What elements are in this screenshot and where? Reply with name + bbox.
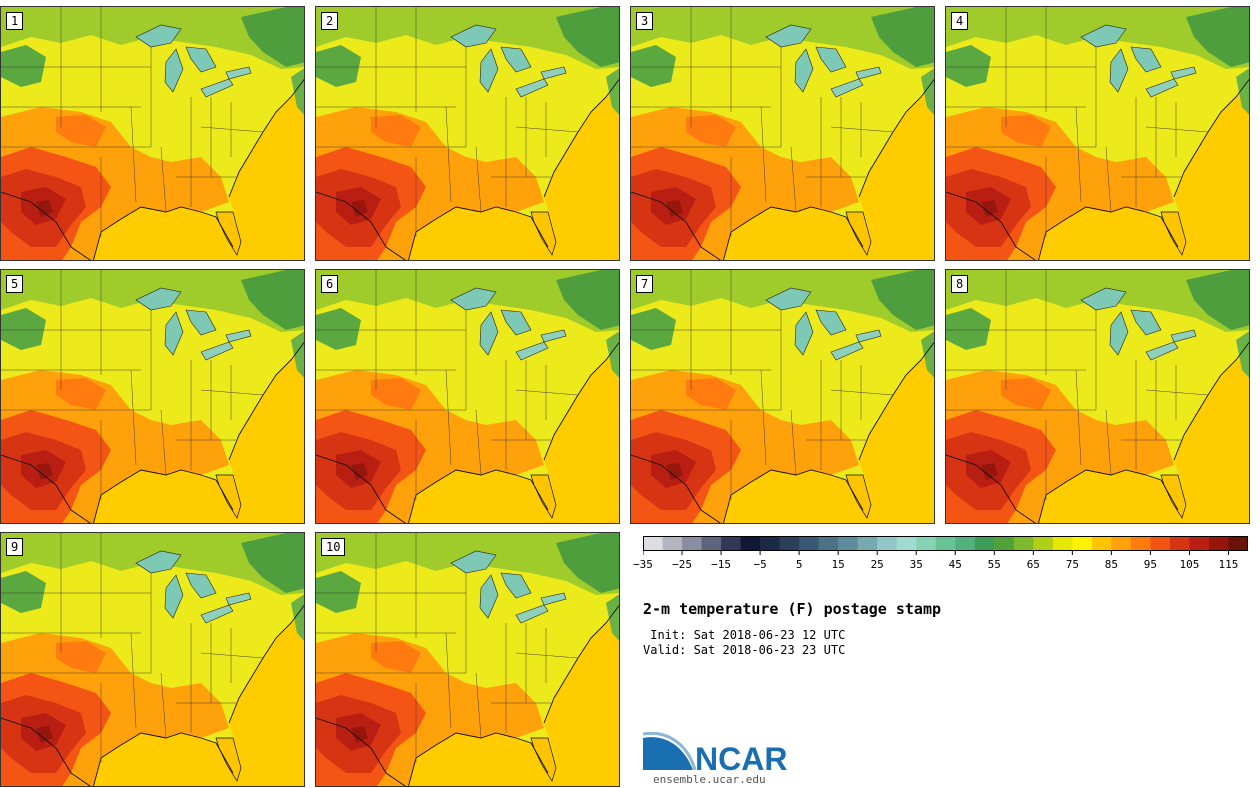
member-panel: 1 (0, 6, 305, 261)
member-number: 8 (951, 275, 969, 293)
colorbar-swatch (721, 536, 742, 551)
ncar-logo: NCAR (643, 732, 787, 774)
colorbar-swatch (974, 536, 995, 551)
colorbar-swatch (1130, 536, 1151, 551)
member-number: 5 (6, 275, 24, 293)
temperature-map (316, 270, 620, 524)
colorbar-tick-label: 85 (1104, 558, 1118, 571)
member-panel: 2 (315, 6, 620, 261)
temperature-map (316, 7, 620, 261)
colorbar-swatch (1072, 536, 1093, 551)
colorbar-tick-label: 55 (987, 558, 1001, 571)
temperature-map (946, 7, 1250, 261)
member-panel: 6 (315, 269, 620, 524)
colorbar-swatch (779, 536, 800, 551)
temperature-map (631, 270, 935, 524)
colorbar-swatch (896, 536, 917, 551)
logo-url: ensemble.ucar.edu (653, 773, 766, 786)
member-number: 6 (321, 275, 339, 293)
colorbar-swatch (916, 536, 937, 551)
member-panel: 5 (0, 269, 305, 524)
colorbar-swatch (740, 536, 761, 551)
colorbar-tick-label: 115 (1218, 558, 1239, 571)
colorbar-swatch (799, 536, 820, 551)
colorbar-swatch (1208, 536, 1229, 551)
temperature-map (946, 270, 1250, 524)
init-time: Init: Sat 2018-06-23 12 UTC (643, 628, 846, 642)
colorbar-tick-label: 105 (1179, 558, 1200, 571)
colorbar-swatch (838, 536, 859, 551)
colorbar-swatch (1150, 536, 1171, 551)
colorbar-swatch (935, 536, 956, 551)
colorbar-swatch (818, 536, 839, 551)
colorbar-tick-label: −35 (633, 558, 653, 571)
colorbar-tick-label: 45 (948, 558, 962, 571)
colorbar-swatch (760, 536, 781, 551)
colorbar-swatch (1033, 536, 1054, 551)
temperature-map (316, 533, 620, 787)
member-panel: 4 (945, 6, 1250, 261)
colorbar-swatch (1169, 536, 1190, 551)
colorbar-tick-label: 25 (870, 558, 884, 571)
member-panel: 9 (0, 532, 305, 787)
logo-wordmark: NCAR (695, 741, 787, 774)
colorbar-tick-label: 75 (1065, 558, 1079, 571)
member-panel: 10 (315, 532, 620, 787)
colorbar-swatch (955, 536, 976, 551)
member-number: 7 (636, 275, 654, 293)
temperature-map (631, 7, 935, 261)
colorbar-tick-label: −15 (711, 558, 731, 571)
colorbar-swatch (1228, 536, 1248, 551)
colorbar-tick-label: 35 (909, 558, 923, 571)
colorbar-swatch (1189, 536, 1210, 551)
colorbar-border (643, 536, 1248, 551)
colorbar-tick-label: 65 (1026, 558, 1040, 571)
colorbar-swatch (662, 536, 683, 551)
member-panel: 7 (630, 269, 935, 524)
colorbar-swatch (877, 536, 898, 551)
temperature-map (1, 7, 305, 261)
colorbar-tick-label: −5 (753, 558, 767, 571)
colorbar-swatch (994, 536, 1015, 551)
member-number: 9 (6, 538, 24, 556)
plot-title: 2-m temperature (F) postage stamp (643, 600, 942, 618)
member-number: 3 (636, 12, 654, 30)
member-number: 1 (6, 12, 24, 30)
colorbar-swatch (857, 536, 878, 551)
temperature-map (1, 533, 305, 787)
colorbar-swatch (1111, 536, 1132, 551)
member-number: 2 (321, 12, 339, 30)
colorbar (643, 536, 1248, 555)
colorbar-swatch (1013, 536, 1034, 551)
colorbar-swatch (701, 536, 722, 551)
member-panel: 8 (945, 269, 1250, 524)
temperature-map (1, 270, 305, 524)
member-number: 10 (321, 538, 346, 556)
member-number: 4 (951, 12, 969, 30)
member-panel: 3 (630, 6, 935, 261)
colorbar-tick-label: 15 (831, 558, 845, 571)
colorbar-tick-label: −25 (672, 558, 692, 571)
colorbar-swatch (682, 536, 703, 551)
colorbar-swatch (643, 536, 664, 551)
colorbar-tick-label: 5 (795, 558, 803, 571)
colorbar-swatch (1091, 536, 1112, 551)
valid-time: Valid: Sat 2018-06-23 23 UTC (643, 643, 846, 657)
colorbar-swatch (1052, 536, 1073, 551)
colorbar-tick-label: 95 (1143, 558, 1158, 571)
